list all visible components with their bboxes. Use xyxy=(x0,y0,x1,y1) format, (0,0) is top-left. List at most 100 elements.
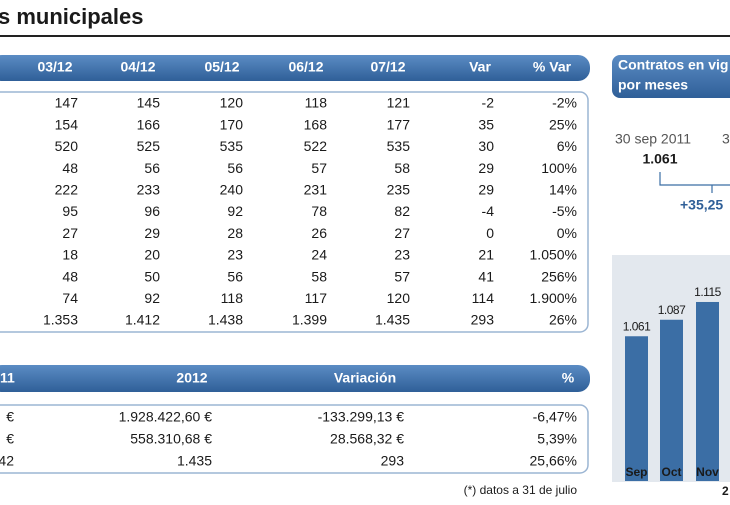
cell: 28 xyxy=(227,225,243,241)
bracket xyxy=(659,172,730,193)
cell: 14% xyxy=(549,182,577,198)
cell: 95 xyxy=(62,203,78,219)
column-header: 03/12 xyxy=(37,59,72,75)
cell: 74 xyxy=(62,290,78,306)
cell: 18 xyxy=(62,247,78,263)
column-header: 2012 xyxy=(176,370,207,386)
table2-body xyxy=(0,404,589,474)
column-header: % xyxy=(562,370,575,386)
cell: 58 xyxy=(311,268,327,284)
cell: 42 xyxy=(0,453,14,469)
cell: 25,66% xyxy=(530,453,577,469)
cell: 78 xyxy=(311,203,327,219)
column-header: % Var xyxy=(533,59,572,75)
cell: 1.353 xyxy=(43,312,78,328)
cell: 168 xyxy=(304,116,328,132)
cell: 41 xyxy=(478,268,494,284)
table2-header-bar xyxy=(0,365,590,392)
cell: -6,47% xyxy=(533,409,577,425)
x-tick-label: Sep xyxy=(625,465,647,479)
side-header-bar xyxy=(612,55,730,98)
start-value: 1.061 xyxy=(642,151,677,167)
x-tick-label: Oct xyxy=(661,465,681,479)
title: s municipales xyxy=(0,4,144,29)
end-date: 3 xyxy=(722,131,730,147)
table1-body xyxy=(0,91,589,333)
cell: -2% xyxy=(552,95,577,111)
cell: 58 xyxy=(394,160,410,176)
cell: 56 xyxy=(227,160,243,176)
cell: 82 xyxy=(394,203,410,219)
side-header: por meses xyxy=(618,77,688,93)
cell: 48 xyxy=(62,268,78,284)
cell: 27 xyxy=(394,225,410,241)
cell: 23 xyxy=(394,247,410,263)
bar xyxy=(696,301,719,481)
cell: -2 xyxy=(482,95,495,111)
value-label: 1.087 xyxy=(658,303,686,317)
cell: 23 xyxy=(227,247,243,263)
cell: 29 xyxy=(478,182,494,198)
change: +35,25 xyxy=(680,197,723,213)
bar xyxy=(660,319,683,481)
cell: 235 xyxy=(387,182,411,198)
cell: 154 xyxy=(55,116,79,132)
cell: 1.050% xyxy=(530,247,577,263)
column-header: 04/12 xyxy=(120,59,155,75)
cell: 535 xyxy=(220,138,244,154)
cell: 1.435 xyxy=(177,453,212,469)
cell: 1.928.422,60 € xyxy=(119,409,213,425)
cell: 1.900% xyxy=(530,290,577,306)
cell: 27 xyxy=(62,225,78,241)
cell: 520 xyxy=(55,138,79,154)
cell: 166 xyxy=(137,116,161,132)
column-header: 11 xyxy=(0,370,15,386)
cell: 1.412 xyxy=(125,312,160,328)
cell: 535 xyxy=(387,138,411,154)
cell: -133.299,13 € xyxy=(318,409,405,425)
cell: -5% xyxy=(552,203,577,219)
cell: 120 xyxy=(387,290,411,306)
cell: 240 xyxy=(220,182,244,198)
cell: 117 xyxy=(305,290,328,306)
cell: 56 xyxy=(144,160,160,176)
cell: 25% xyxy=(549,116,577,132)
cell: 256% xyxy=(541,268,577,284)
cell: 114 xyxy=(472,290,495,306)
column-header: Var xyxy=(469,59,491,75)
cell: 29 xyxy=(144,225,160,241)
cell: 48 xyxy=(62,160,78,176)
cell: 177 xyxy=(387,116,411,132)
cell: 120 xyxy=(220,95,244,111)
cell: 35 xyxy=(478,116,494,132)
cell: 5,39% xyxy=(537,431,577,447)
x-tick-label: Nov xyxy=(696,465,719,479)
cell: 145 xyxy=(137,95,161,111)
cell: 30 xyxy=(478,138,494,154)
footnote: (*) datos a 31 de julio xyxy=(464,483,578,497)
cell: 121 xyxy=(387,95,411,111)
cell: 20 xyxy=(144,247,160,263)
cell: 233 xyxy=(137,182,161,198)
cell: 522 xyxy=(304,138,328,154)
cell: 293 xyxy=(471,312,495,328)
column-header: 07/12 xyxy=(370,59,405,75)
cell: 57 xyxy=(311,160,327,176)
cell: 231 xyxy=(304,182,328,198)
table1-header-bar xyxy=(0,55,590,81)
cell: € xyxy=(6,431,14,447)
bar xyxy=(625,336,648,481)
cell: 56 xyxy=(227,268,243,284)
cell: 96 xyxy=(144,203,160,219)
cell: 293 xyxy=(381,453,405,469)
cell: 170 xyxy=(220,116,244,132)
cell: 50 xyxy=(144,268,160,284)
cell: 26 xyxy=(311,225,327,241)
cell: 21 xyxy=(478,247,494,263)
column-header: 05/12 xyxy=(204,59,239,75)
cell: 222 xyxy=(55,182,79,198)
side-header: Contratos en vig xyxy=(618,57,728,73)
cell: -4 xyxy=(482,203,495,219)
column-header: Variación xyxy=(334,370,396,386)
